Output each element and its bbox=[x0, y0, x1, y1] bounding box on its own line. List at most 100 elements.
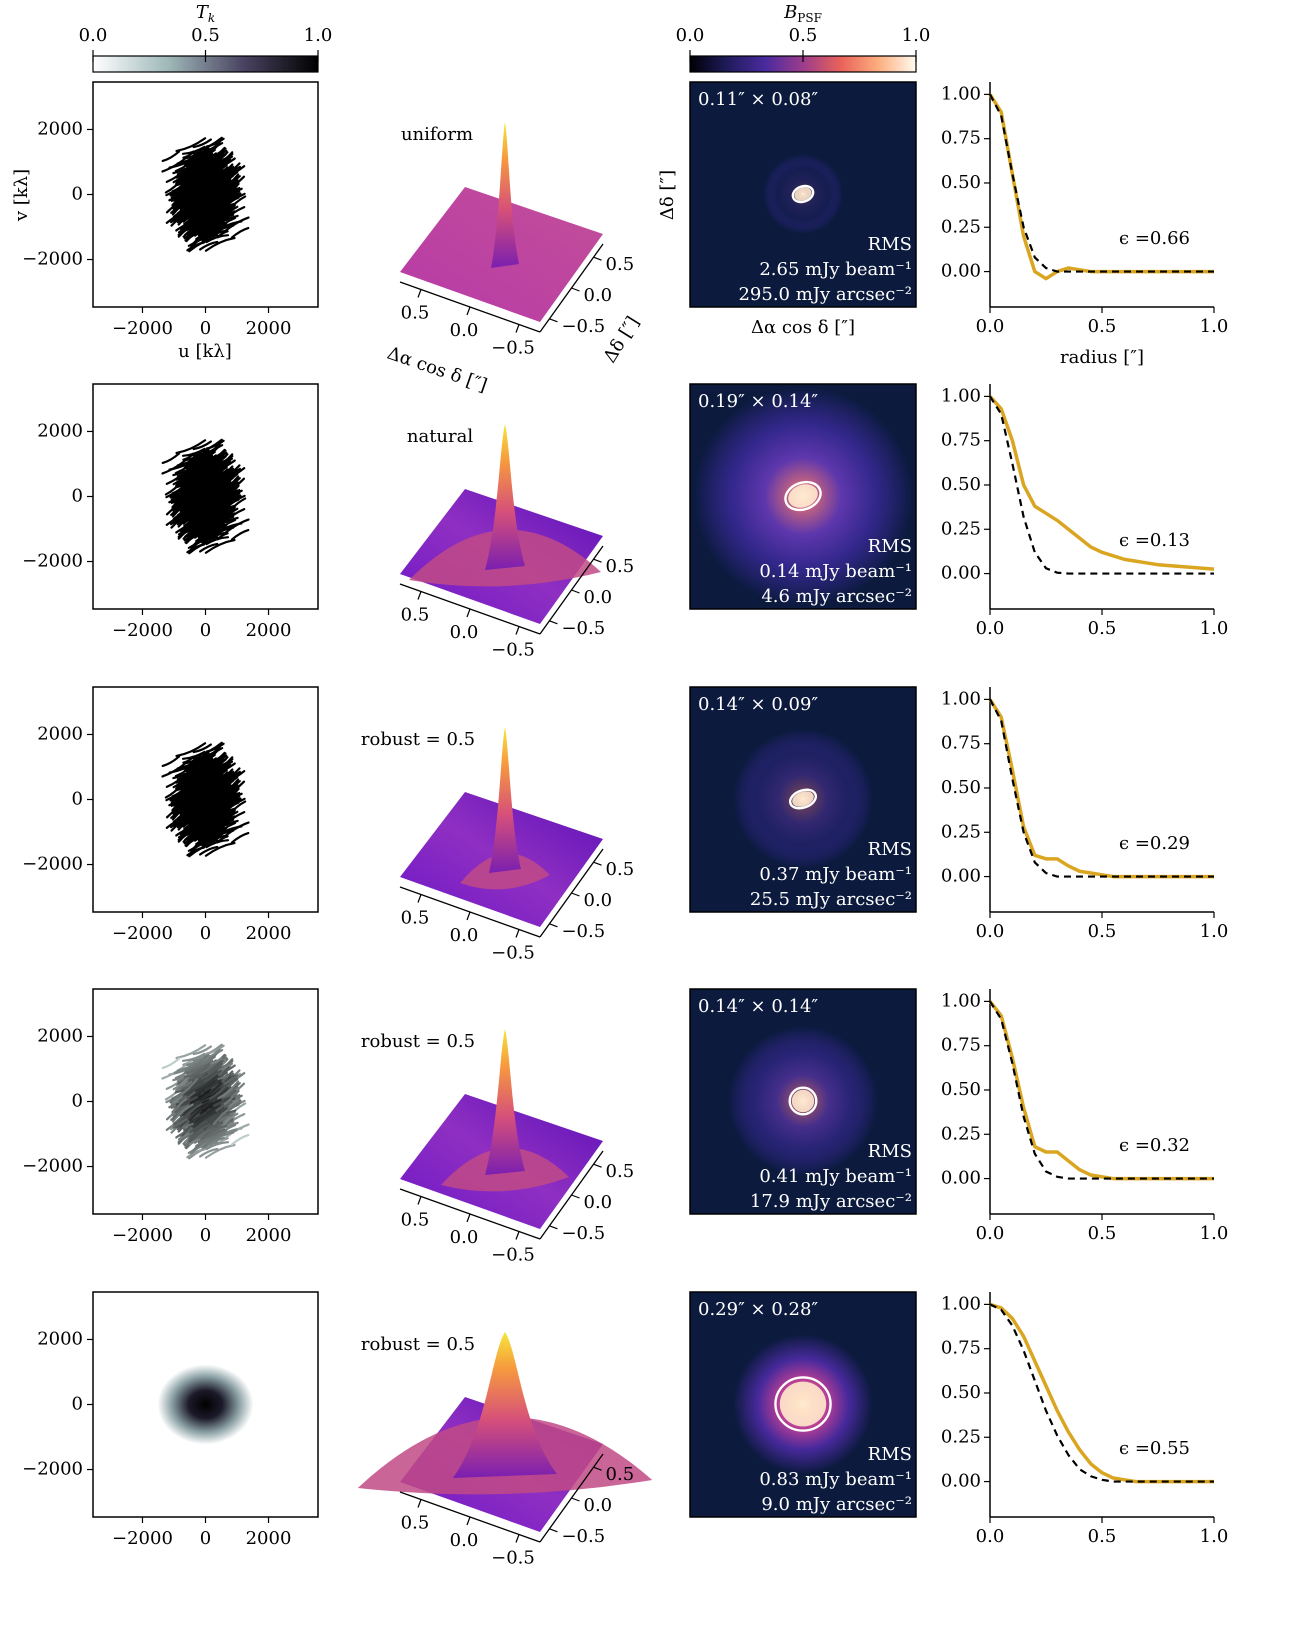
uv-track bbox=[193, 770, 208, 783]
uv-y-tick-label: 2000 bbox=[37, 1025, 83, 1046]
uv-track bbox=[208, 1081, 231, 1100]
uv-track bbox=[182, 1097, 210, 1117]
surface-y-tick bbox=[571, 1194, 580, 1199]
surface-y-tick-label: 0.5 bbox=[606, 1464, 635, 1485]
uv-tracks bbox=[161, 741, 250, 858]
colorbar-label-sub: PSF bbox=[797, 11, 822, 25]
uv-track bbox=[189, 1101, 212, 1122]
x-tick-label: 0.0 bbox=[976, 1526, 1005, 1547]
uv-track bbox=[192, 138, 212, 149]
uv-track bbox=[193, 1112, 207, 1121]
rms-label: 0.14 mJy beam⁻¹ bbox=[759, 561, 912, 582]
uv-track bbox=[186, 846, 206, 857]
epsilon-label: ϵ =0.55 bbox=[1119, 1438, 1190, 1459]
uv-track bbox=[196, 532, 210, 542]
surface-x-tick-label: 0.5 bbox=[401, 303, 430, 324]
uv-track bbox=[171, 1103, 194, 1123]
uv-x-tick-label: −2000 bbox=[112, 1225, 173, 1246]
uv-track bbox=[205, 137, 225, 148]
uv-track bbox=[212, 495, 242, 520]
surface-x-tick-label: 0.5 bbox=[401, 1513, 430, 1534]
uv-track bbox=[203, 531, 220, 543]
uv-track bbox=[221, 1112, 239, 1128]
surface-y-tick bbox=[549, 620, 558, 625]
uv-y-tick-label: 0 bbox=[72, 486, 83, 507]
beam-core bbox=[779, 1381, 827, 1427]
uv-x-tick-label: 2000 bbox=[246, 620, 292, 641]
uv-track bbox=[199, 542, 219, 553]
uv-x-tick-label: −2000 bbox=[112, 1528, 173, 1549]
x-tick-label: 0.0 bbox=[976, 921, 1005, 942]
uv-y-tick-label: 0 bbox=[72, 1394, 83, 1415]
uv-track bbox=[191, 450, 208, 462]
uv-track bbox=[172, 168, 190, 184]
uv-track bbox=[210, 452, 223, 460]
uv-track bbox=[192, 743, 212, 754]
uv-track bbox=[217, 772, 229, 779]
uv-track bbox=[198, 182, 211, 191]
colorbar-tick-label: 1.0 bbox=[304, 25, 333, 46]
uv-track bbox=[205, 839, 230, 849]
uv-track bbox=[196, 204, 217, 217]
beam-label: 0.11″ × 0.08″ bbox=[698, 89, 818, 110]
beam-label: 0.14″ × 0.09″ bbox=[698, 694, 818, 715]
surface-y-tick bbox=[593, 256, 602, 261]
x-tick-label: 1.0 bbox=[1200, 1223, 1229, 1244]
uv-y-tick-label: 0 bbox=[72, 789, 83, 810]
uv-track bbox=[186, 1148, 206, 1159]
reference-line bbox=[989, 1303, 1214, 1483]
surface-y-tick bbox=[593, 1163, 602, 1168]
uv-track bbox=[201, 1056, 215, 1066]
uv-track bbox=[194, 474, 215, 487]
reference-line bbox=[989, 395, 1214, 575]
uv-track bbox=[203, 1118, 218, 1131]
uv-track bbox=[204, 175, 218, 184]
surface-peak bbox=[453, 1332, 557, 1478]
surface-x-tick bbox=[515, 626, 520, 635]
uv-track bbox=[192, 440, 212, 451]
uv-track bbox=[176, 191, 188, 201]
uv-x-tick-label: 2000 bbox=[246, 923, 292, 944]
uv-track bbox=[181, 145, 206, 155]
uv-track bbox=[217, 167, 229, 174]
uv-track bbox=[188, 836, 201, 844]
y-tick-label: 0.75 bbox=[941, 1338, 981, 1359]
uv-track bbox=[182, 795, 210, 815]
uv-x-tick-label: 0 bbox=[200, 923, 211, 944]
uv-track bbox=[183, 1063, 211, 1079]
x-tick-label: 1.0 bbox=[1200, 618, 1229, 639]
uv-track bbox=[221, 507, 239, 523]
uv-track bbox=[169, 171, 199, 196]
uv-track bbox=[199, 174, 222, 195]
uv-x-tick-label: 2000 bbox=[246, 1528, 292, 1549]
x-tick-label: 1.0 bbox=[1200, 1526, 1229, 1547]
uv-track bbox=[188, 533, 201, 541]
surface-peak bbox=[489, 727, 521, 873]
uv-y-tick-label: 0 bbox=[72, 1091, 83, 1112]
y-tick-label: 0.50 bbox=[941, 1382, 981, 1403]
uv-track bbox=[209, 1136, 225, 1146]
surface-y-tick bbox=[593, 861, 602, 866]
surface-x-tick bbox=[515, 1231, 520, 1240]
surface-x-tick-label: 0.0 bbox=[450, 320, 479, 341]
uv-track bbox=[212, 193, 242, 218]
uv-track bbox=[193, 1072, 208, 1085]
surface-x-tick bbox=[417, 1196, 422, 1205]
uv-track bbox=[191, 1055, 208, 1067]
uv-track bbox=[217, 469, 229, 476]
uv-track bbox=[198, 484, 211, 493]
uv-track bbox=[181, 1052, 206, 1062]
uv-track bbox=[172, 1075, 190, 1091]
uv-track bbox=[188, 1138, 201, 1146]
uv-track bbox=[186, 1057, 202, 1067]
uv-track bbox=[218, 206, 234, 216]
uv-track bbox=[209, 531, 225, 541]
surface-y-tick-label: 0.0 bbox=[584, 1495, 613, 1516]
uv-track bbox=[200, 461, 220, 475]
uv-y-tick-label: −2000 bbox=[22, 1459, 83, 1480]
uv-track bbox=[196, 230, 210, 240]
surface-x-tick-label: 0.5 bbox=[401, 1210, 430, 1231]
uv-x-tick-label: 2000 bbox=[246, 1225, 292, 1246]
